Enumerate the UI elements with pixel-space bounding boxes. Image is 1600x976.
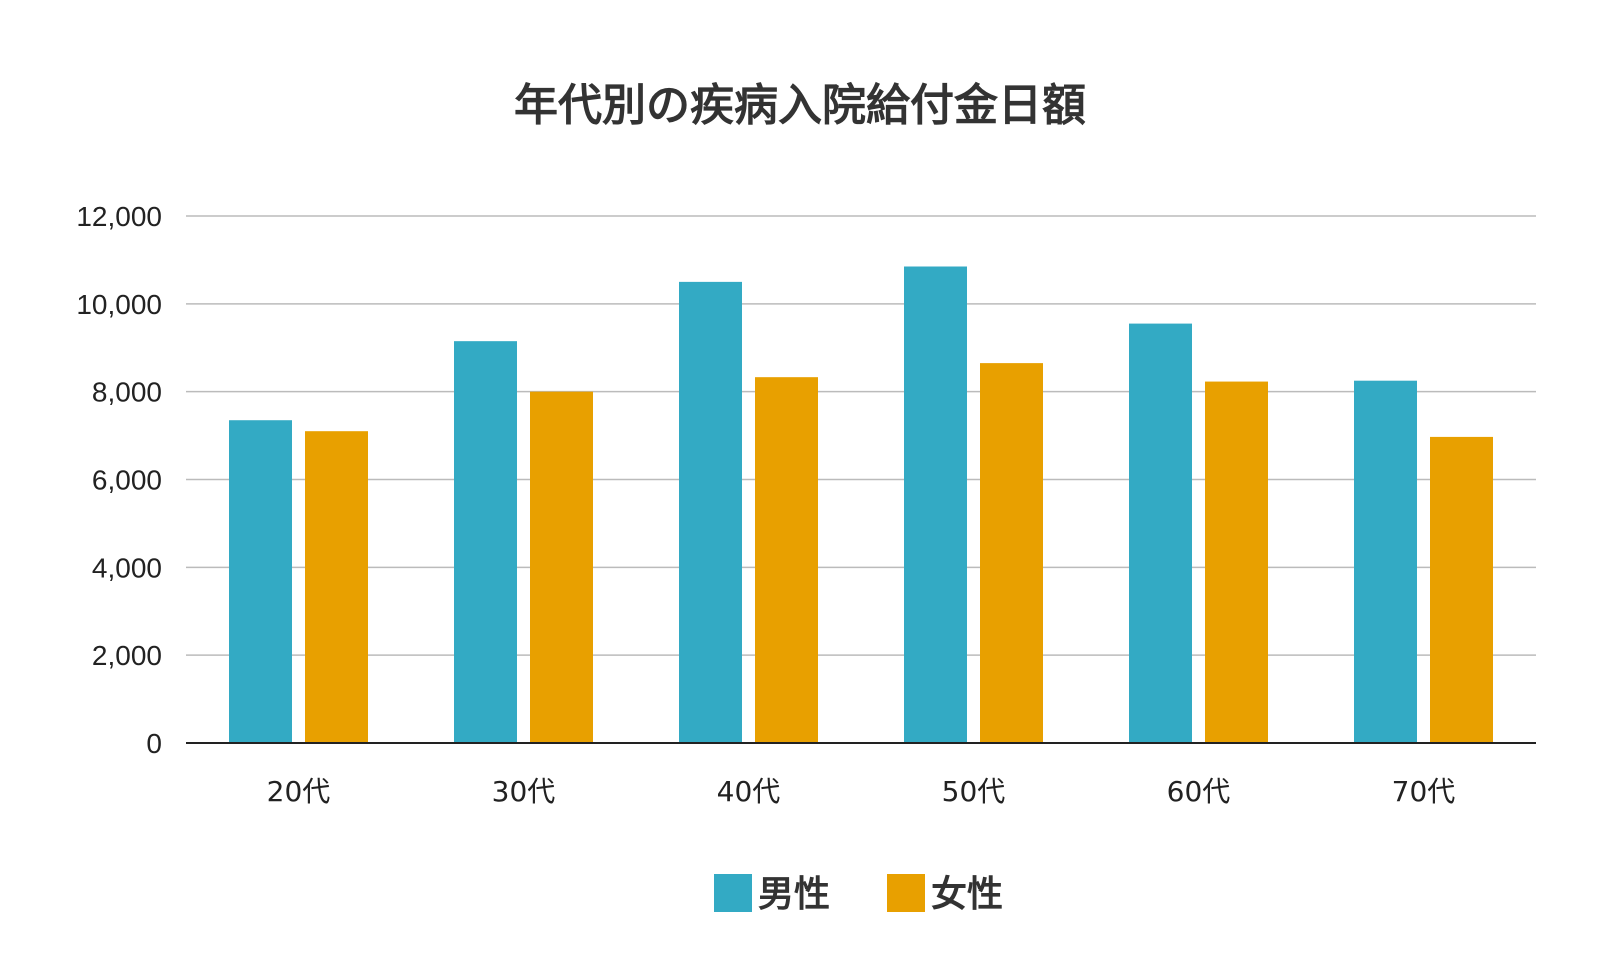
y-tick-label: 10,000 — [76, 289, 162, 320]
bar-女性-50代 — [980, 363, 1043, 743]
y-tick-label: 4,000 — [92, 552, 162, 583]
bar-男性-20代 — [229, 420, 292, 743]
y-tick-label: 0 — [146, 728, 162, 759]
x-category-label: 60代 — [1167, 775, 1231, 808]
chart-title: 年代別の疾病入院給付金日額 — [514, 80, 1086, 131]
bar-男性-40代 — [679, 281, 742, 743]
legend: 男性 女性 — [714, 874, 1003, 915]
y-axis-tick-labels: 0 2,000 4,000 6,000 8,000 10,000 12,000 — [76, 201, 162, 759]
bars — [229, 266, 1493, 743]
x-axis-category-labels: 20代 30代 40代 50代 60代 70代 — [267, 775, 1456, 808]
bar-女性-30代 — [530, 391, 593, 743]
legend-swatch — [714, 874, 752, 912]
bar-男性-60代 — [1129, 323, 1192, 743]
bar-男性-50代 — [904, 266, 967, 743]
bar-女性-20代 — [305, 431, 368, 743]
x-category-label: 30代 — [492, 775, 556, 808]
grid-lines — [186, 215, 1536, 656]
x-category-label: 40代 — [717, 775, 781, 808]
y-tick-label: 2,000 — [92, 640, 162, 671]
y-tick-label: 12,000 — [76, 201, 162, 232]
legend-swatch — [887, 874, 925, 912]
legend-label: 女性 — [931, 874, 1003, 915]
x-category-label: 20代 — [267, 775, 331, 808]
bar-男性-30代 — [454, 341, 517, 743]
y-tick-label: 6,000 — [92, 465, 162, 496]
bar-女性-70代 — [1430, 436, 1493, 743]
bar-女性-60代 — [1205, 381, 1268, 743]
legend-label: 男性 — [758, 874, 830, 915]
bar-女性-40代 — [755, 377, 818, 743]
x-category-label: 50代 — [942, 775, 1006, 808]
bar-男性-70代 — [1354, 380, 1417, 743]
x-category-label: 70代 — [1392, 775, 1456, 808]
y-tick-label: 8,000 — [92, 377, 162, 408]
